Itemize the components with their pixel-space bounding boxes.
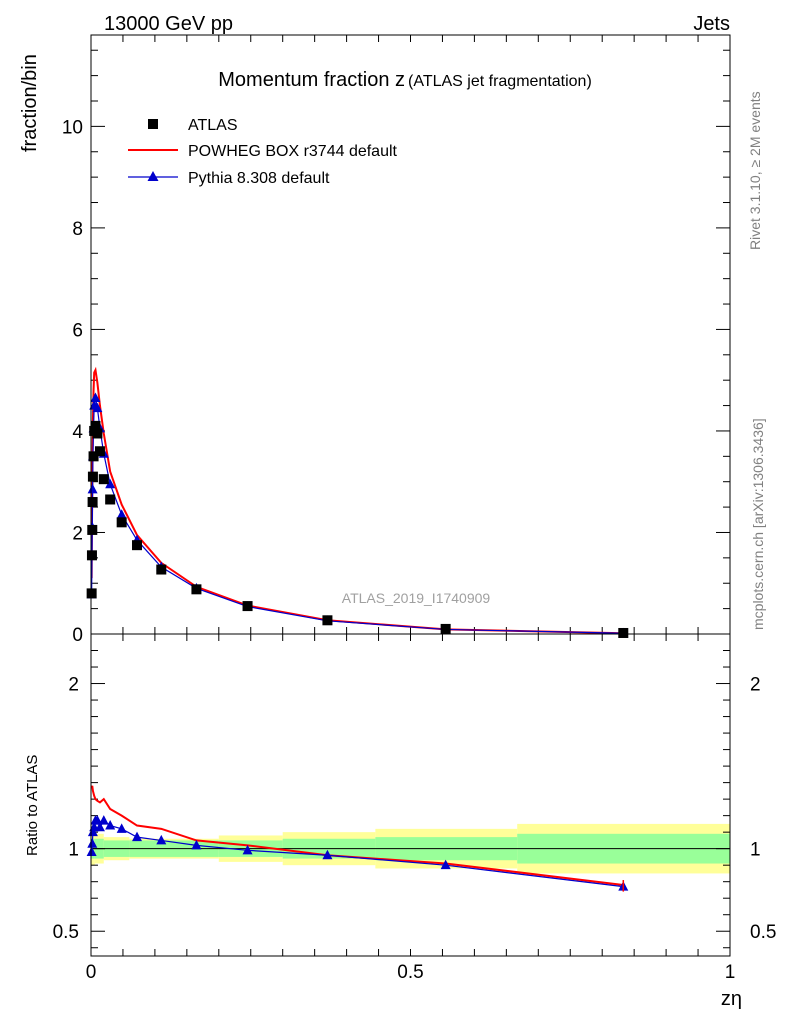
ratio-y-tick-label-right: 0.5 (750, 922, 776, 943)
pythia-point (116, 509, 127, 519)
atlas-point (86, 588, 97, 599)
atlas-point (92, 428, 103, 439)
ratio-pythia-point (116, 823, 127, 833)
header-left-label: 13000 GeV pp (104, 13, 233, 35)
legend-entry-pythia: Pythia 8.308 default (128, 170, 330, 187)
legend-label-atlas: ATLAS (188, 117, 238, 134)
pythia-point (87, 483, 98, 494)
atlas-point (242, 601, 253, 612)
ratio-pythia-point (132, 831, 143, 842)
x-tick-label: 0 (86, 962, 97, 983)
ratio-pythia-point (242, 844, 253, 855)
main-title-subtext: (ATLAS jet fragmentation) (408, 73, 592, 90)
atlas-point (90, 420, 101, 431)
legend: ATLAS POWHEG BOX r3744 default Pythia 8.… (128, 117, 398, 187)
pythia-point (105, 478, 116, 489)
atlas-point (87, 471, 98, 482)
ratio-y-axis-label: Ratio to ATLAS (24, 755, 41, 856)
ratio-pythia-point (322, 849, 333, 860)
legend-label-powheg: POWHEG BOX r3744 default (188, 143, 398, 160)
main-y-tick-label: 2 (72, 523, 83, 544)
ratio-pythia-point (87, 826, 98, 837)
atlas-point (156, 564, 167, 575)
atlas-point (116, 517, 127, 528)
atlas-point (86, 550, 97, 561)
main-y-tick-label: 8 (72, 219, 83, 240)
main-y-tick-label: 0 (72, 625, 83, 646)
atlas-point (94, 446, 105, 457)
legend-label-pythia: Pythia 8.308 default (188, 170, 330, 187)
main-y-tick-label: 4 (72, 422, 83, 443)
legend-entry-powheg: POWHEG BOX r3744 default (128, 143, 398, 160)
ratio-pythia-point (440, 859, 451, 870)
ratio-pythia-point (86, 846, 97, 856)
x-axis-label: zη (721, 988, 742, 1010)
ratio-y-tick-label-right: 1 (750, 840, 761, 861)
ratio-line-powheg (90, 785, 624, 886)
ratio-panel: 0.5 0.5 1 1 2 2 0 0.5 1 (53, 633, 776, 983)
atlas-point (87, 497, 98, 508)
main-y-tick-label: 6 (72, 320, 83, 341)
side-label-rivet: Rivet 3.1.10, ≥ 2M events (747, 91, 763, 250)
main-y-tick-label: 10 (62, 117, 83, 138)
pythia-point (92, 402, 103, 413)
atlas-point (132, 540, 143, 551)
ratio-pythia-point (94, 821, 105, 832)
watermark-label: ATLAS_2019_I1740909 (342, 590, 491, 606)
atlas-point (191, 584, 202, 595)
ratio-y-tick-label: 1 (68, 840, 79, 861)
main-y-axis-label: fraction/bin (19, 54, 41, 152)
atlas-point (98, 474, 109, 485)
atlas-point (87, 524, 98, 535)
ratio-pythia-point (98, 815, 109, 825)
x-tick-label: 1 (725, 962, 736, 983)
atlas-point (88, 451, 99, 462)
main-panel: 0 2 4 6 8 10 (62, 34, 731, 646)
atlas-point (105, 494, 116, 505)
ratio-pythia-point (105, 820, 116, 830)
ratio-y-tick-label: 2 (68, 675, 79, 696)
ratio-pythia-point (87, 838, 98, 848)
main-plot-frame (90, 34, 731, 635)
series-line-pythia (91, 397, 624, 634)
main-title: Momentum fraction z (ATLAS jet fragmenta… (218, 69, 592, 91)
ratio-plot-frame (90, 633, 731, 957)
atlas-point (322, 615, 333, 626)
header-right-label: Jets (693, 13, 730, 35)
legend-marker-atlas (148, 119, 158, 129)
legend-entry-atlas: ATLAS (148, 117, 238, 134)
ratio-y-tick-label-right: 2 (750, 675, 761, 696)
side-label-mcplots: mcplots.cern.ch [arXiv:1306.3436] (750, 418, 766, 630)
ratio-pythia-point (156, 834, 167, 845)
atlas-point (618, 627, 629, 638)
x-tick-label: 0.5 (397, 962, 423, 983)
pythia-point (90, 392, 101, 402)
legend-marker-pythia (147, 171, 159, 181)
atlas-point (440, 623, 451, 634)
main-title-text: Momentum fraction z (218, 69, 405, 91)
ratio-pythia-point (191, 839, 202, 850)
ratio-y-tick-label: 0.5 (53, 922, 79, 943)
